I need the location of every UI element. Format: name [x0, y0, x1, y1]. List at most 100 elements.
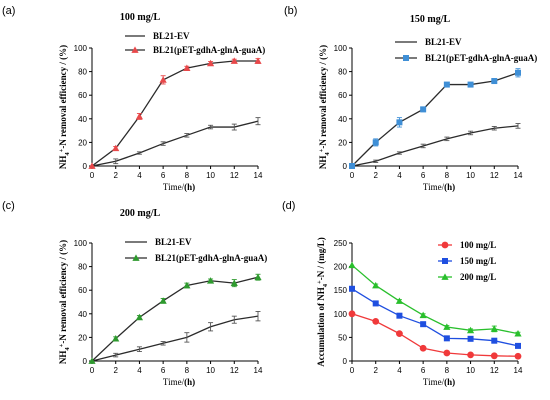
series-line — [351, 264, 519, 335]
data-point — [490, 352, 498, 360]
legend-entry: BL21(pET-gdhA-glnA-guaA) — [395, 53, 537, 63]
panel-letter: (d) — [282, 200, 295, 212]
panel-title: 200 mg/L — [120, 208, 161, 219]
data-point — [395, 297, 404, 304]
legend-entry: 150 mg/L — [438, 256, 496, 266]
data-point — [443, 335, 450, 342]
series-150-mg-l — [349, 285, 521, 349]
legend-marker — [403, 55, 409, 61]
data-point — [372, 317, 380, 325]
legend-entry: 200 mg/L — [438, 272, 496, 282]
data-point — [372, 281, 380, 289]
y-tick-label: 80 — [78, 68, 87, 77]
data-point — [230, 279, 238, 286]
x-tick-label: 10 — [466, 366, 475, 375]
data-point — [443, 323, 451, 330]
legend-marker — [131, 46, 139, 53]
y-tick-label: 200 — [334, 263, 348, 272]
legend-entry: BL21(pET-gdhA-glnA-guaA) — [125, 45, 265, 55]
legend-label: 100 mg/L — [460, 240, 496, 250]
x-axis-label: Time/(h) — [163, 182, 195, 192]
legend-label: BL21-EV — [155, 237, 192, 247]
x-tick-label: 6 — [161, 171, 166, 180]
y-tick-label: 20 — [78, 138, 87, 147]
series-line — [91, 276, 259, 362]
data-point — [159, 297, 167, 304]
data-point — [135, 313, 144, 321]
x-tick-label: 10 — [206, 171, 215, 180]
data-point — [491, 78, 498, 85]
legend-label: BL21(pET-gdhA-glnA-guaA) — [425, 53, 537, 63]
y-tick-label: 50 — [338, 333, 347, 342]
chart-panel-d: (d) 0 2 4 6 8 10 12 14 0 50 100 150 200 250 Time/(h) Acc… — [282, 200, 523, 387]
data-point — [206, 59, 215, 67]
data-point — [420, 106, 427, 113]
y-tick-label: 80 — [338, 68, 347, 77]
y-tick-label: 100 — [74, 239, 88, 248]
x-tick-label: 8 — [185, 366, 190, 375]
data-point — [348, 310, 356, 318]
x-tick-label: 12 — [230, 366, 239, 375]
x-tick-label: 6 — [161, 366, 166, 375]
data-point — [491, 337, 498, 344]
legend-entry: BL21-EV — [395, 37, 462, 47]
legend-marker — [441, 241, 449, 249]
data-point — [230, 57, 238, 64]
x-tick-label: 12 — [230, 171, 239, 180]
data-point — [254, 273, 262, 281]
legend-entry: BL21-EV — [125, 237, 192, 247]
y-axis-label: NH4+-N removal efficiency / (%) — [58, 45, 71, 169]
data-point — [467, 81, 474, 88]
data-point — [514, 352, 522, 360]
data-point — [349, 285, 355, 292]
data-point — [490, 325, 498, 332]
data-point — [420, 321, 427, 328]
data-point — [396, 330, 403, 338]
data-point — [183, 281, 191, 289]
data-point — [515, 342, 521, 349]
x-tick-label: 0 — [90, 171, 95, 180]
chart-panel-a: (a) 100 mg/L 0 2 4 6 8 10 12 14 0 20 40 60 80 100 Time/(… — [2, 5, 265, 192]
series-bl21-ev — [91, 117, 261, 167]
y-axis-label: NH4+-N removal efficiency / (%) — [58, 240, 71, 364]
data-point — [112, 144, 120, 152]
data-point — [88, 162, 96, 169]
y-axis-label: Accumulation of NH4+-N / (mg/L) — [316, 237, 329, 366]
data-point — [466, 326, 475, 334]
x-tick-label: 12 — [490, 171, 499, 180]
data-point — [515, 69, 521, 76]
x-tick-label: 12 — [490, 366, 499, 375]
panel-letter: (c) — [2, 200, 15, 212]
y-tick-label: 100 — [74, 44, 88, 53]
x-tick-label: 10 — [206, 366, 215, 375]
x-tick-label: 14 — [254, 366, 263, 375]
data-point — [135, 112, 144, 120]
y-tick-label: 60 — [78, 286, 87, 295]
data-point — [514, 330, 522, 337]
y-tick-label: 0 — [83, 162, 88, 171]
y-tick-label: 20 — [338, 138, 347, 147]
y-tick-label: 150 — [334, 286, 348, 295]
data-point — [112, 334, 120, 342]
x-axis-label: Time/(h) — [423, 182, 455, 192]
data-point — [443, 81, 450, 88]
legend-entry: BL21-EV — [125, 31, 190, 41]
x-tick-label: 6 — [421, 366, 426, 375]
series-bl21-pet-gdha-glna-guaa- — [88, 57, 262, 169]
series-line — [351, 125, 519, 167]
series-line — [91, 120, 259, 167]
y-tick-label: 250 — [334, 239, 348, 248]
x-tick-label: 4 — [137, 171, 142, 180]
x-tick-label: 4 — [397, 366, 402, 375]
y-tick-label: 100 — [334, 310, 348, 319]
x-tick-label: 0 — [350, 366, 355, 375]
series-100-mg-l — [348, 310, 522, 360]
y-tick-label: 0 — [83, 357, 88, 366]
y-axis-label: NH4+-N removal efficiency / (%) — [318, 45, 331, 169]
data-point — [206, 277, 215, 284]
series-bl21-ev — [351, 123, 521, 167]
panel-letter: (a) — [2, 5, 15, 17]
data-point — [183, 64, 191, 71]
legend-entry: BL21(pET-gdhA-glnA-guaA) — [125, 253, 267, 263]
chart-panel-b: (b) 150 mg/L 0 2 4 6 8 10 12 14 0 20 40 60 80 100 Time/(… — [284, 5, 537, 192]
